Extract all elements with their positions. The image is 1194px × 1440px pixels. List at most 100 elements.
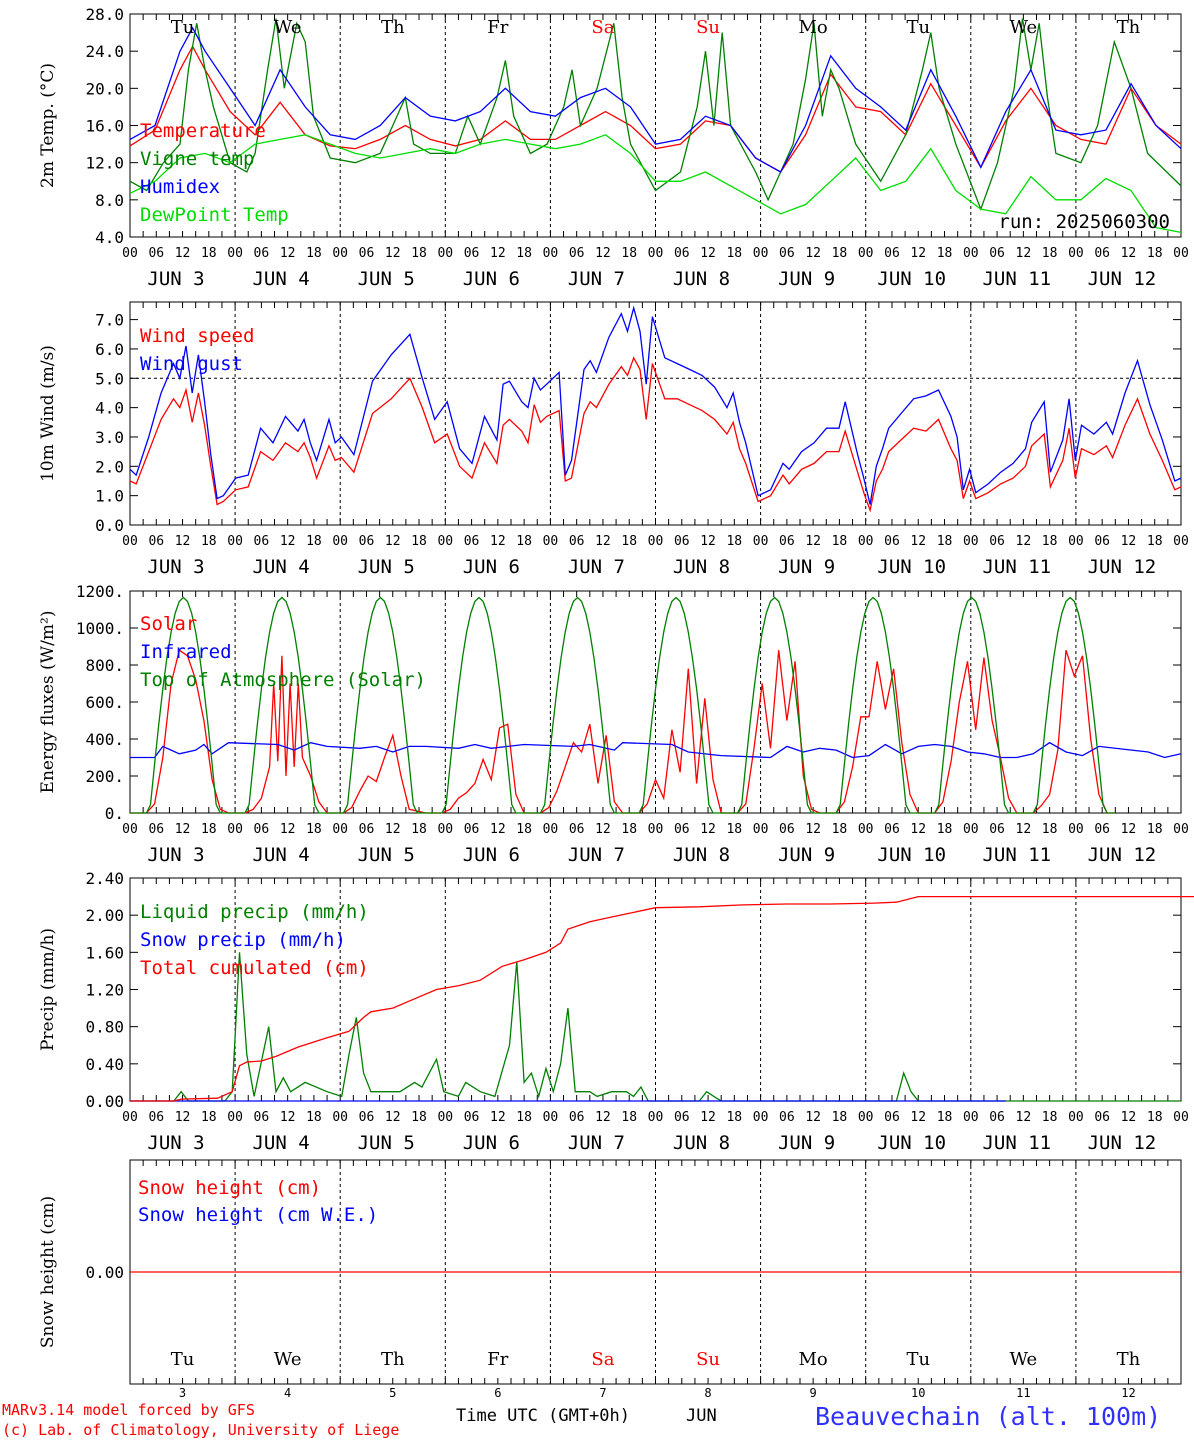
hour-tick-label: 18	[1042, 246, 1058, 261]
hour-tick-label: 18	[621, 246, 637, 261]
day-label: JUN 10	[877, 556, 946, 578]
hour-tick-label: 18	[1147, 534, 1163, 549]
hour-tick-label: 00	[648, 1110, 664, 1125]
day-label: JUN 5	[358, 844, 415, 866]
y-tick-label: 0.40	[85, 1055, 124, 1074]
hour-tick-label: 18	[1042, 534, 1058, 549]
hour-tick-label: 00	[332, 534, 348, 549]
hour-tick-label: 06	[674, 1110, 690, 1125]
hour-tick-label: 18	[1147, 1110, 1163, 1125]
hour-tick-label: 18	[411, 1110, 427, 1125]
hour-tick-label: 00	[1173, 1110, 1189, 1125]
hour-tick-label: 12	[1016, 534, 1032, 549]
hour-tick-label: 12	[175, 246, 191, 261]
hour-tick-label: 06	[674, 822, 690, 837]
hour-tick-label: 12	[385, 822, 401, 837]
legend-entry: DewPoint Temp	[140, 204, 289, 226]
hour-tick-label: 12	[175, 1110, 191, 1125]
hour-tick-label: 06	[148, 246, 164, 261]
hour-tick-label: 00	[227, 246, 243, 261]
hour-tick-label: 06	[779, 1110, 795, 1125]
day-label: JUN 9	[778, 844, 835, 866]
legend-entry: Snow height (cm)	[138, 1177, 321, 1199]
hour-tick-label: 06	[464, 534, 480, 549]
series-line	[130, 895, 1194, 1102]
hour-tick-label: 18	[516, 534, 532, 549]
hour-tick-label: 00	[753, 246, 769, 261]
day-label: JUN 12	[1088, 268, 1157, 290]
day-label: JUN 12	[1088, 844, 1157, 866]
day-label: JUN 7	[568, 1132, 625, 1154]
series-line	[130, 649, 1116, 814]
series-line	[129, 305, 1182, 505]
legend-entry: Temperature	[140, 120, 266, 142]
hour-tick-label: 00	[858, 246, 874, 261]
hour-tick-label: 12	[805, 534, 821, 549]
weekday-label: Tu	[171, 17, 195, 38]
hour-tick-label: 06	[569, 534, 585, 549]
weekday-label: We	[1010, 17, 1038, 38]
y-tick-label: 1.60	[85, 943, 124, 962]
hour-tick-label: 00	[437, 822, 453, 837]
day-label: JUN 5	[358, 1132, 415, 1154]
hour-tick-label: 06	[1094, 1110, 1110, 1125]
hour-tick-label: 06	[254, 246, 270, 261]
hour-tick-label: 00	[1068, 1110, 1084, 1125]
weekday-label: Sa	[591, 17, 614, 38]
y-tick-label: 12.0	[85, 154, 124, 173]
hour-tick-label: 06	[989, 534, 1005, 549]
hour-tick-label: 06	[148, 822, 164, 837]
hour-tick-label: 18	[306, 1110, 322, 1125]
weekday-label: Th	[1117, 17, 1141, 38]
hour-tick-label: 00	[963, 822, 979, 837]
y-tick-label: 8.0	[95, 191, 124, 210]
day-label: JUN 10	[877, 1132, 946, 1154]
hour-tick-label: 18	[726, 246, 742, 261]
day-label: JUN 6	[463, 556, 520, 578]
y-tick-label: 20.0	[85, 79, 124, 98]
hour-tick-label: 12	[490, 822, 506, 837]
hour-tick-label: 12	[490, 246, 506, 261]
hour-tick-label: 12	[1121, 534, 1137, 549]
y-tick-label: 0.00	[85, 1092, 124, 1111]
hour-tick-label: 12	[595, 822, 611, 837]
hour-tick-label: 06	[464, 822, 480, 837]
day-number: 5	[389, 1386, 396, 1400]
day-label: JUN 3	[147, 268, 204, 290]
y-tick-label: 0.80	[85, 1018, 124, 1037]
weekday-label: Mo	[799, 17, 828, 38]
hour-tick-label: 12	[385, 1110, 401, 1125]
legend-entry: Wind speed	[140, 325, 254, 347]
day-number: 4	[284, 1386, 291, 1400]
hour-tick-label: 00	[543, 246, 559, 261]
day-label: JUN 3	[147, 556, 204, 578]
weekday-label: Th	[381, 17, 405, 38]
hour-tick-label: 06	[569, 822, 585, 837]
hour-tick-label: 00	[332, 246, 348, 261]
hour-tick-label: 06	[884, 534, 900, 549]
legend-entry: Solar	[140, 613, 197, 635]
day-label: JUN 3	[147, 844, 204, 866]
series-line	[129, 26, 1182, 173]
hour-tick-label: 12	[280, 1110, 296, 1125]
series-line	[130, 596, 1116, 814]
series-line	[129, 134, 1182, 234]
weekday-label: Fr	[487, 1349, 508, 1370]
y-tick-label: 0.	[105, 804, 124, 823]
hour-tick-label: 12	[910, 534, 926, 549]
hour-tick-label: 12	[1121, 246, 1137, 261]
hour-tick-label: 00	[753, 822, 769, 837]
hour-tick-label: 12	[490, 534, 506, 549]
hour-tick-label: 12	[910, 246, 926, 261]
credit-line-1: MARv3.14 model forced by GFS	[2, 1401, 255, 1419]
day-label: JUN 9	[778, 556, 835, 578]
hour-tick-label: 00	[437, 534, 453, 549]
hour-tick-label: 00	[543, 822, 559, 837]
hour-tick-label: 06	[359, 822, 375, 837]
hour-tick-label: 12	[1016, 1110, 1032, 1125]
hour-tick-label: 18	[726, 822, 742, 837]
hour-tick-label: 00	[332, 822, 348, 837]
hour-tick-label: 00	[858, 534, 874, 549]
hour-tick-label: 06	[464, 246, 480, 261]
